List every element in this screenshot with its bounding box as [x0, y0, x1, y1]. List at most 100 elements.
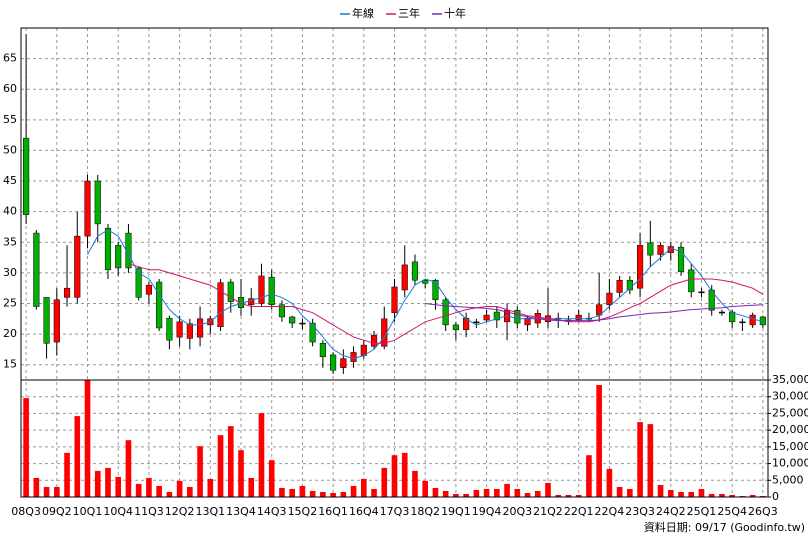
y-tick-label: 55	[3, 113, 17, 126]
candle-body	[749, 314, 756, 326]
volume-bar	[391, 455, 398, 497]
volume-bar	[453, 493, 459, 497]
candle-body	[289, 316, 296, 324]
volume-bar	[647, 424, 654, 497]
volume-bar	[330, 492, 336, 497]
candle-body	[340, 358, 347, 369]
volume-bar	[494, 488, 500, 497]
volume-bar	[135, 483, 142, 497]
candle-body	[330, 354, 337, 371]
candle-body	[217, 282, 224, 327]
y2-tick-label: 20,000	[772, 423, 808, 436]
candle-body	[135, 267, 142, 298]
volume-bar	[412, 470, 418, 497]
candle-body	[63, 287, 71, 298]
candle-body	[227, 281, 234, 302]
candle-body	[84, 180, 91, 237]
candle-body	[53, 299, 60, 343]
candle-body	[278, 304, 286, 318]
candle-body	[708, 289, 715, 311]
x-tick-label: 21Q2	[533, 505, 563, 518]
y2-tick-label: 25,000	[772, 406, 808, 419]
candle-body	[493, 311, 500, 321]
candle-body	[452, 324, 459, 331]
volume-bar	[657, 484, 664, 497]
volume-bar	[146, 477, 152, 497]
y2-tick-label: 5,000	[772, 473, 804, 486]
y2-tick-label: 0	[772, 490, 779, 503]
x-tick-label: 10Q1	[73, 505, 103, 518]
volume-bar	[606, 468, 613, 497]
legend-label: 年線	[352, 6, 374, 20]
candle-body	[657, 245, 664, 255]
x-tick-label: 24Q2	[656, 505, 686, 518]
volume-bar	[105, 467, 111, 497]
volume-bar	[596, 385, 602, 497]
candle-body	[524, 317, 531, 326]
x-tick-label: 16Q1	[318, 505, 348, 518]
y-tick-label: 30	[3, 266, 17, 279]
candle-body	[156, 281, 163, 329]
x-tick-label: 14Q3	[257, 505, 287, 518]
y-tick-label: 45	[3, 174, 17, 187]
volume-bar	[483, 488, 490, 497]
volume-bar	[463, 493, 469, 497]
volume-bar	[442, 490, 449, 497]
volume-bar	[627, 488, 633, 497]
volume-bar	[688, 491, 695, 497]
candle-body	[104, 227, 112, 271]
volume-bar	[33, 477, 40, 497]
candle-body	[299, 322, 306, 325]
volume-bar	[176, 480, 183, 497]
x-tick-label: 08Q3	[11, 505, 41, 518]
ma-line	[87, 229, 764, 360]
x-tick-label: 12Q2	[165, 505, 195, 518]
volume-bar	[340, 491, 347, 497]
x-tick-label: 26Q3	[748, 505, 778, 518]
volume-bar	[74, 416, 81, 497]
volume-bar	[586, 455, 592, 497]
volume-bar	[309, 490, 316, 497]
x-tick-label: 10Q4	[103, 505, 133, 518]
x-tick-label: 13Q1	[195, 505, 225, 518]
candle-body	[432, 279, 439, 301]
candle-body	[473, 321, 480, 324]
volume-bar	[207, 478, 214, 497]
candle-body	[575, 314, 582, 321]
candle-body	[677, 246, 685, 272]
y-tick-label: 60	[3, 82, 17, 95]
volume-bar	[227, 426, 234, 497]
volume-bar	[473, 489, 480, 497]
volume-bar	[534, 490, 541, 497]
x-tick-label: 19Q1	[441, 505, 471, 518]
x-tick-label: 13Q4	[226, 505, 256, 518]
candle-body	[401, 264, 408, 291]
candle-body	[718, 311, 726, 314]
candle-body	[145, 284, 152, 295]
candle-body	[483, 314, 490, 321]
legend-label: 十年	[444, 6, 466, 20]
candle-body	[176, 321, 183, 338]
candle-body	[94, 180, 101, 225]
volume-bar	[514, 488, 521, 497]
candle-body	[514, 309, 521, 324]
x-tick-label: 22Q1	[564, 505, 594, 518]
volume-bar	[156, 485, 162, 497]
volume-bar	[94, 470, 101, 497]
x-tick-label: 09Q2	[42, 505, 72, 518]
candle-body	[43, 297, 50, 344]
volume-bar	[320, 491, 326, 497]
y2-tick-label: 30,000	[772, 390, 808, 403]
volume-bar	[401, 452, 408, 497]
y-tick-label: 20	[3, 327, 17, 340]
legend-label: 三年	[398, 6, 420, 20]
volume-bar	[698, 488, 705, 497]
footnote: 資料日期: 09/17 (Goodinfo.tw)	[644, 520, 805, 534]
volume-bar	[616, 486, 623, 497]
volume-bar	[248, 477, 255, 497]
candle-body	[411, 261, 419, 281]
y-tick-label: 40	[3, 205, 17, 218]
x-tick-label: 25Q1	[687, 505, 717, 518]
y-tick-label: 35	[3, 235, 17, 248]
